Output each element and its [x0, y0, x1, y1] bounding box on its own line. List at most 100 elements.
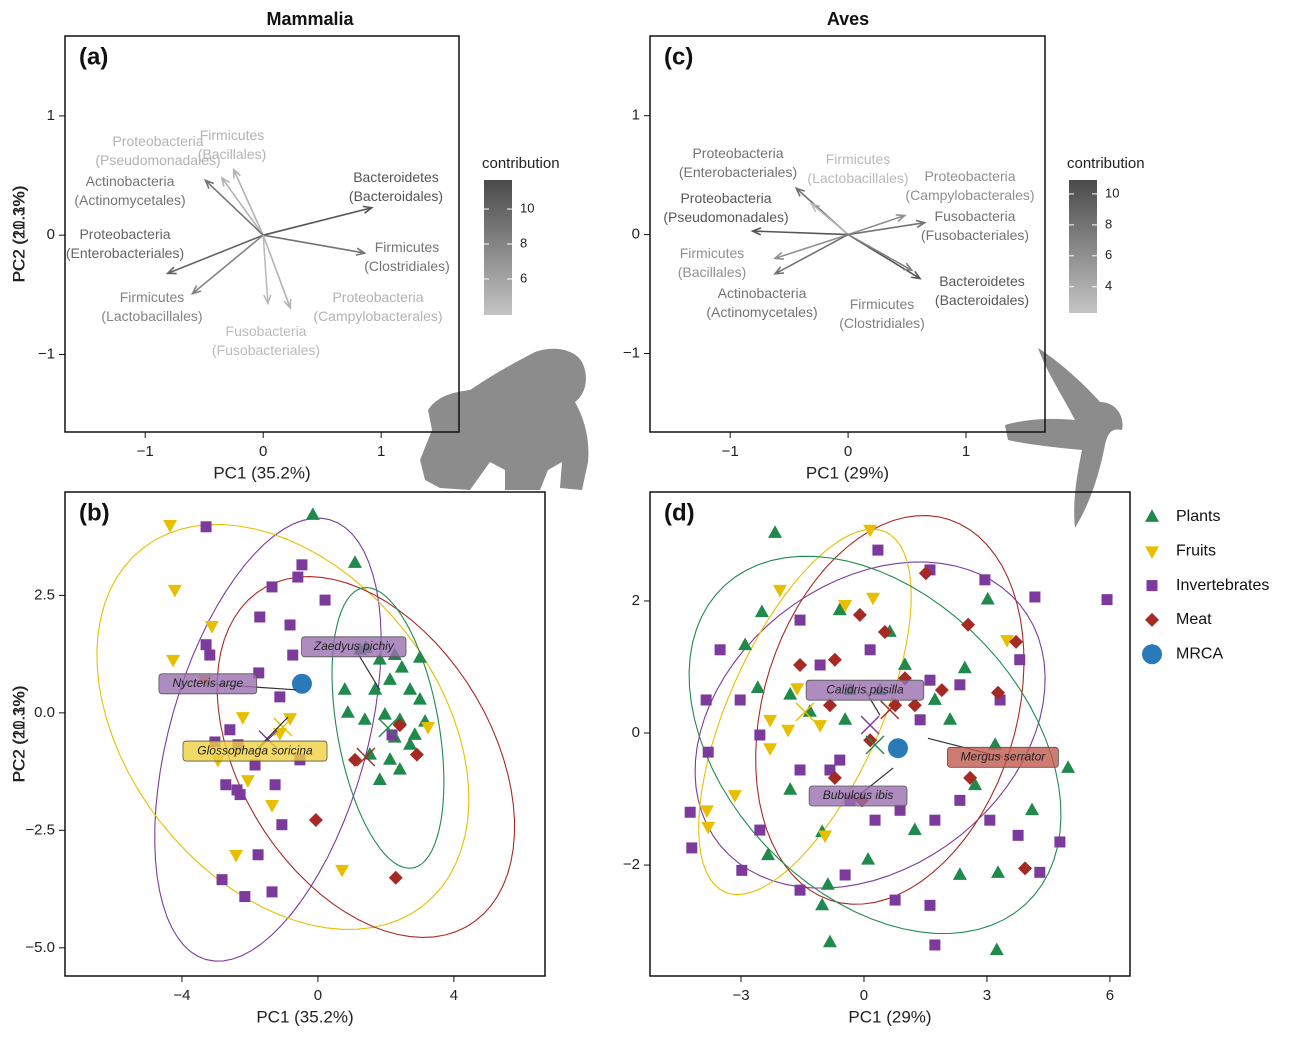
colorbar-tick-label: 8	[1105, 216, 1112, 231]
colorbar-tick-label: 10	[1105, 185, 1119, 200]
marker	[204, 621, 219, 634]
marker	[924, 899, 936, 911]
arrow-label: Proteobacteria	[332, 289, 423, 305]
marker	[372, 772, 387, 785]
marker	[763, 714, 778, 728]
marker	[754, 729, 766, 741]
marker	[403, 737, 418, 750]
bird-silhouette	[1005, 348, 1123, 528]
marker	[239, 891, 251, 903]
arrow-label: (Enterobacteriales)	[66, 245, 184, 261]
marker	[714, 644, 726, 656]
marker	[252, 849, 264, 861]
loading-arrow	[165, 234, 264, 275]
marker	[952, 867, 967, 880]
centroid-cross	[795, 702, 815, 722]
colorbar	[1069, 180, 1097, 313]
marker	[750, 680, 765, 694]
plot-frame	[64, 491, 546, 977]
loading-arrow	[190, 234, 264, 295]
marker	[1025, 802, 1040, 816]
plot-frame	[64, 35, 460, 433]
marker	[377, 707, 392, 720]
marker	[269, 779, 281, 791]
arrow-label: Bacteroidetes	[353, 169, 439, 185]
y-axis-label: PC2 (11.3%)	[9, 186, 28, 282]
marker	[954, 679, 966, 691]
arrow-label: (Lactobacillales)	[101, 308, 202, 324]
marker	[827, 652, 842, 667]
x-tick-label: 4	[450, 987, 458, 1004]
marker	[754, 824, 766, 836]
marker	[934, 683, 949, 698]
y-tick-label: 2.5	[34, 586, 55, 603]
centroid-cross	[378, 718, 398, 738]
marker	[296, 559, 308, 571]
marker	[824, 764, 836, 776]
y-tick-label: 2	[632, 592, 640, 609]
marker	[864, 644, 876, 656]
legend-label: Meat	[1176, 611, 1212, 628]
marker	[392, 718, 407, 733]
colorbar-tick-label: 4	[1105, 278, 1112, 293]
loading-arrow	[263, 234, 367, 256]
y-tick-label: 0	[47, 226, 55, 243]
loading-arrow	[847, 233, 914, 272]
plot-frame	[649, 35, 1046, 433]
marker	[340, 705, 355, 718]
marker	[335, 864, 350, 878]
marker	[963, 770, 978, 785]
arrow-label: Proteobacteria	[79, 226, 170, 242]
colorbar-tick-label: 6	[520, 270, 527, 285]
marker	[918, 566, 933, 581]
marker	[827, 770, 842, 785]
arrow-label: Firmicutes	[850, 296, 915, 312]
marker	[968, 777, 983, 791]
loading-arrow	[773, 233, 849, 275]
marker	[368, 682, 383, 695]
marker	[388, 870, 403, 885]
marker	[761, 847, 776, 861]
panel-title: Mammalia	[266, 9, 354, 29]
marker	[392, 762, 407, 775]
colorbar-tick-label: 6	[1105, 247, 1112, 262]
marker	[754, 604, 769, 618]
marker	[386, 729, 398, 741]
marker	[927, 692, 942, 705]
marker	[412, 691, 427, 705]
arrow-label: (Clostridiales)	[364, 258, 450, 274]
y-tick-label: −5.0	[25, 939, 55, 956]
marker	[872, 544, 884, 556]
annotation-box	[301, 636, 407, 658]
y-axis-label: PC2 (11.3%)	[9, 686, 28, 782]
marker	[790, 683, 805, 696]
marker	[291, 673, 312, 694]
marker	[287, 649, 299, 661]
marker	[224, 724, 236, 736]
legend-marker	[1146, 580, 1158, 592]
x-tick-label: −3	[732, 987, 749, 1004]
arrow-label: Proteobacteria	[680, 190, 771, 206]
marker	[820, 877, 835, 890]
arrow-label: Proteobacteria	[692, 145, 783, 161]
marker	[991, 865, 1006, 878]
y-axis-label: PC2 (20.1%)	[9, 685, 28, 782]
marker	[1061, 760, 1076, 773]
marker	[734, 694, 746, 706]
marker	[794, 614, 806, 626]
annotation-text: Zaedyus pichiy	[313, 639, 395, 653]
x-axis-label: PC1 (29%)	[848, 1007, 931, 1026]
legend-label: Fruits	[1176, 543, 1216, 560]
marker	[832, 602, 847, 616]
marker	[382, 672, 397, 685]
x-tick-label: 0	[860, 987, 868, 1004]
marker	[861, 852, 876, 865]
marker	[1018, 861, 1033, 876]
annotation-text: Calidris pusilla	[826, 682, 904, 696]
x-tick-label: −1	[722, 443, 739, 460]
arrow-label: Firmicutes	[826, 151, 891, 167]
marker	[736, 864, 748, 876]
y-axis-label: PC2 (20.1%)	[9, 185, 28, 282]
marker	[407, 727, 422, 740]
